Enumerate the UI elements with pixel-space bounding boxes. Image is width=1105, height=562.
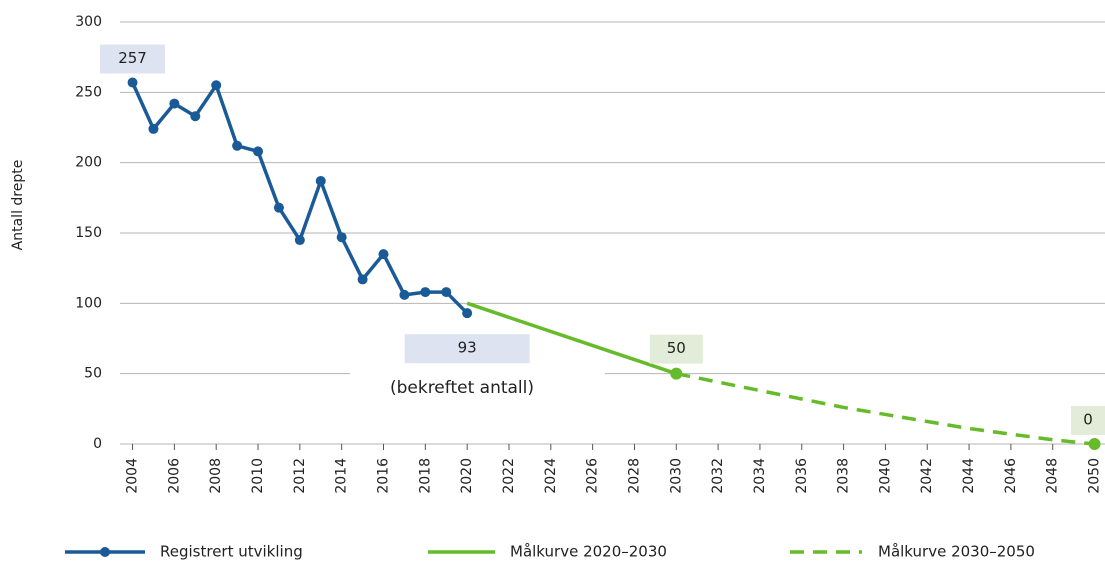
x-tick-label: 2006 (166, 458, 182, 494)
x-tick-label: 2040 (877, 458, 893, 494)
x-tick-label: 2014 (334, 458, 350, 494)
x-tick-label: 2024 (543, 458, 559, 494)
series-line (466, 301, 677, 376)
x-tick-label: 2032 (710, 458, 726, 494)
y-tick-label: 150 (75, 225, 102, 241)
point-marker (127, 77, 138, 88)
data-label-box (649, 334, 703, 364)
point-marker (232, 140, 243, 151)
point-marker (357, 274, 368, 285)
point-marker (253, 146, 264, 157)
x-tick-label: 2046 (1003, 458, 1019, 494)
point-marker (378, 249, 389, 260)
x-tick-label: 2044 (961, 458, 977, 494)
y-tick-label: 100 (75, 295, 102, 311)
annotation: (bekreftet antall) (390, 378, 534, 398)
x-tick-label: 2048 (1045, 458, 1061, 494)
y-tick-label: 200 (75, 155, 102, 171)
x-tick-label: 2018 (417, 458, 433, 494)
point-marker (211, 80, 222, 91)
x-tick-label: 2004 (125, 458, 141, 494)
x-tick-label: 2028 (626, 458, 642, 494)
point-marker (1088, 438, 1101, 450)
x-tick-label: 2008 (208, 458, 224, 494)
x-tick-label: 2050 (1087, 458, 1103, 494)
x-tick-label: 2020 (459, 458, 475, 494)
data-label: 257 (118, 49, 147, 67)
x-tick-label: 2038 (836, 458, 852, 494)
x-tick-label: 2034 (752, 458, 768, 494)
x-tick-label: 2010 (250, 458, 266, 494)
y-tick-label: 300 (75, 14, 102, 30)
x-tick-label: 2030 (668, 458, 684, 494)
point-marker (148, 123, 159, 134)
point-marker (399, 289, 410, 300)
point-marker (169, 98, 180, 109)
point-marker (462, 308, 473, 319)
series-line (675, 371, 1095, 446)
annotation-background (350, 366, 605, 406)
point-marker (315, 175, 326, 186)
x-tick-label: 2026 (585, 458, 601, 494)
legend-label: Målkurve 2020–2030 (510, 543, 667, 561)
point-marker (190, 111, 201, 122)
legend-marker (100, 547, 110, 557)
point-marker (336, 232, 347, 243)
legend-label: Registrert utvikling (160, 543, 303, 561)
data-label-box (100, 44, 166, 74)
point-marker (294, 235, 305, 246)
data-label: 50 (667, 339, 686, 357)
legend-label: Målkurve 2030–2050 (878, 543, 1035, 561)
point-marker (273, 202, 284, 213)
x-tick-label: 2022 (501, 458, 517, 494)
y-tick-label: 0 (93, 436, 102, 452)
x-tick-label: 2036 (794, 458, 810, 494)
y-tick-label: 250 (75, 84, 102, 100)
data-label-box (404, 334, 530, 364)
x-tick-label: 2016 (376, 458, 392, 494)
point-marker (441, 287, 452, 298)
data-label: 93 (458, 339, 477, 357)
series-line (130, 81, 469, 315)
point-marker (670, 367, 683, 380)
data-label: 0 (1083, 411, 1093, 429)
y-tick-label: 50 (84, 366, 102, 382)
point-marker (420, 287, 431, 298)
x-tick-label: 2042 (919, 458, 935, 494)
x-tick-label: 2012 (292, 458, 308, 494)
y-axis-label: Antall drepte (10, 160, 26, 251)
data-label-box (1071, 406, 1105, 435)
